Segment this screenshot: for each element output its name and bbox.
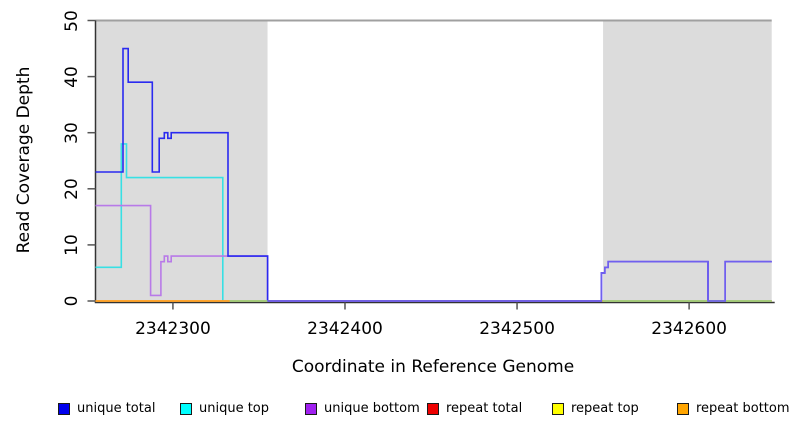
y-tick-label: 20 xyxy=(62,177,82,200)
overlap-line-violet xyxy=(267,260,772,302)
y-tick-label: 40 xyxy=(62,65,82,88)
shaded-repeat-region xyxy=(603,20,772,302)
y-tick-label: 30 xyxy=(62,121,82,144)
shaded-repeat-region xyxy=(95,20,268,302)
x-axis-title: Coordinate in Reference Genome xyxy=(291,357,575,377)
x-tick-label: 2342600 xyxy=(651,319,727,339)
x-tick-label: 2342400 xyxy=(307,319,383,339)
x-tick-label: 2342300 xyxy=(135,319,211,339)
x-tick-label: 2342500 xyxy=(479,319,555,339)
y-axis-title: Read Coverage Depth xyxy=(14,66,34,254)
y-tick-label: 10 xyxy=(62,234,82,256)
series-line-unique-top xyxy=(95,143,772,302)
y-tick-label: 0 xyxy=(62,295,82,307)
y-tick-label: 50 xyxy=(62,9,82,32)
